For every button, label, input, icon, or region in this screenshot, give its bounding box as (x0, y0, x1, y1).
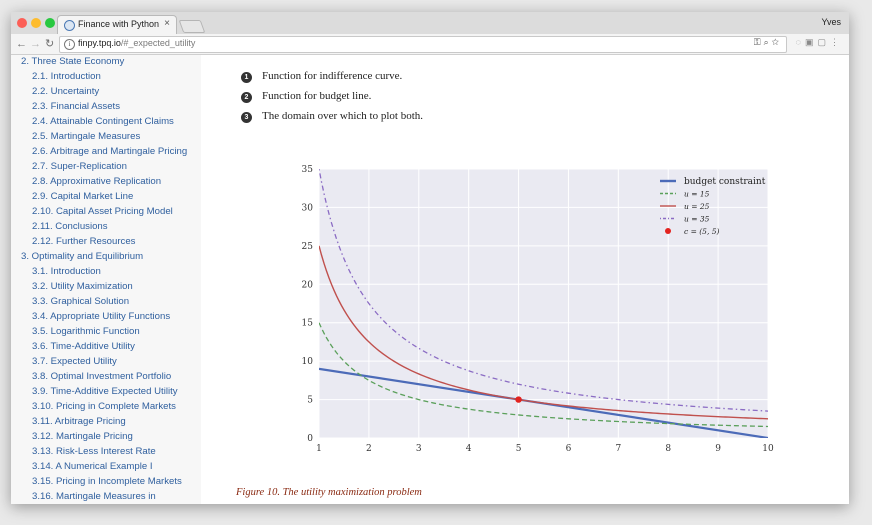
toc-link[interactable]: 3.5. Logarithmic Function (32, 326, 140, 337)
y-tick-label: 20 (302, 280, 314, 290)
toc-link[interactable]: 2.6. Arbitrage and Martingale Pricing (32, 146, 188, 157)
legend-swatch (665, 228, 671, 234)
tab-bar: Finance with Python × Yves (11, 12, 849, 35)
figure-caption: Figure 10. The utility maximization prob… (236, 487, 422, 498)
omnibox-actions: ⚿⌕☆ (754, 37, 782, 48)
toc-link[interactable]: 3.3. Graphical Solution (32, 296, 130, 307)
toc-link[interactable]: 3.4. Appropriate Utility Functions (32, 311, 171, 322)
optimum-point (515, 396, 522, 403)
tab-active[interactable]: Finance with Python × (57, 15, 177, 35)
callout-number: 3 (241, 112, 252, 123)
profile-name[interactable]: Yves (821, 17, 841, 27)
forward-arrow-icon[interactable]: → (30, 38, 41, 50)
x-tick-label: 4 (466, 444, 472, 454)
callout-number: 1 (241, 72, 252, 83)
x-tick-label: 1 (316, 444, 322, 454)
toc-link[interactable]: 3.2. Utility Maximization (32, 281, 133, 292)
close-window-button[interactable] (17, 18, 27, 28)
toc-link[interactable]: 2.4. Attainable Contingent Claims (32, 116, 174, 127)
reload-icon[interactable]: ↻ (45, 38, 55, 50)
toc-link[interactable]: 3. Optimality and Equilibrium (21, 251, 144, 262)
minimize-window-button[interactable] (31, 18, 41, 28)
y-tick-label: 5 (307, 396, 313, 406)
y-tick-label: 30 (302, 203, 314, 213)
url-path: /#_expected_utility (120, 38, 196, 48)
y-tick-label: 15 (302, 319, 314, 329)
y-tick-label: 35 (302, 165, 314, 175)
toc-link[interactable]: 2.11. Conclusions (32, 221, 108, 232)
browser-toolbar: ← → ↻ i finpy.tpq.io/#_expected_utility … (11, 34, 849, 55)
toc-link[interactable]: 3.15. Pricing in Incomplete Markets (32, 476, 182, 487)
toc-link[interactable]: 3.10. Pricing in Complete Markets (32, 401, 176, 412)
toc-link[interactable]: 3.7. Expected Utility (32, 356, 117, 367)
callout-text: Function for indifference curve. (262, 70, 403, 82)
back-arrow-icon[interactable]: ← (16, 38, 27, 50)
callout-number: 2 (241, 92, 252, 103)
zoom-icon[interactable]: ⌕ (763, 37, 772, 47)
legend-label: c = (5, 5) (684, 227, 719, 236)
x-tick-label: 5 (516, 444, 522, 454)
tab-close-icon[interactable]: × (164, 18, 170, 29)
toc-link[interactable]: 2.9. Capital Market Line (32, 191, 134, 202)
legend-label: budget constraint (684, 177, 766, 187)
extension-icon[interactable]: ▢ (817, 37, 830, 47)
address-bar[interactable]: i finpy.tpq.io/#_expected_utility ⚿⌕☆ (59, 36, 787, 53)
url-host: finpy.tpq.io (78, 38, 121, 48)
toc-link[interactable]: 3.16. Martingale Measures in (32, 491, 156, 502)
legend-label: u = 15 (684, 190, 710, 199)
toc-link[interactable]: 2.2. Uncertainty (32, 86, 100, 97)
series-line (319, 245, 768, 420)
toc-link[interactable]: 3.8. Optimal Investment Portfolio (32, 371, 172, 382)
toc-link[interactable]: 3.9. Time-Additive Expected Utility (32, 386, 178, 397)
extension-icon[interactable]: ▣ (804, 37, 818, 47)
info-icon[interactable]: i (64, 39, 75, 50)
legend-label: u = 35 (684, 215, 710, 224)
toc-link[interactable]: 3.1. Introduction (32, 266, 101, 277)
series-line (319, 169, 768, 412)
series-line (319, 322, 768, 428)
toc-sidebar: 2. Three State Economy 2.1. Introduction 2… (11, 55, 201, 504)
extension-icons: ◌▣▢⋮ (796, 37, 843, 48)
toc-link[interactable]: 2.1. Introduction (32, 71, 101, 82)
extension-icon[interactable]: ◌ (795, 37, 805, 47)
toc-link[interactable]: 2.8. Approximative Replication (32, 176, 162, 187)
toc-link[interactable]: 2. Three State Economy (21, 56, 125, 67)
key-icon[interactable]: ⚿ (753, 37, 764, 47)
toc-link[interactable]: 2.12. Further Resources (32, 236, 136, 247)
main-content: 1 Function for indifference curve. 2 Fun… (201, 55, 849, 504)
toc-link[interactable]: 2.10. Capital Asset Pricing Model (32, 206, 173, 217)
bookmark-star-icon[interactable]: ☆ (771, 37, 782, 47)
toc-link[interactable]: 2.7. Super-Replication (32, 161, 127, 172)
y-tick-label: 25 (302, 242, 314, 252)
browser-window: Finance with Python × Yves ← → ↻ i finpy… (11, 12, 849, 504)
y-tick-label: 0 (307, 434, 313, 444)
toc-link[interactable]: 3.14. A Numerical Example I (32, 461, 153, 472)
x-tick-label: 6 (566, 444, 572, 454)
toc-link[interactable]: 3.11. Arbitrage Pricing (32, 416, 126, 427)
toc-link[interactable]: 3.6. Time-Additive Utility (32, 341, 135, 352)
x-tick-label: 7 (615, 444, 621, 454)
callout-text: Function for budget line. (262, 90, 372, 102)
y-tick-label: 10 (302, 357, 314, 367)
callout-text: The domain over which to plot both. (262, 110, 423, 122)
x-tick-label: 2 (366, 444, 372, 454)
toc-link[interactable]: 2.3. Financial Assets (32, 101, 120, 112)
favicon-icon (64, 20, 75, 31)
menu-kebab-icon[interactable]: ⋮ (830, 37, 843, 47)
x-tick-label: 8 (665, 444, 671, 454)
x-tick-label: 3 (416, 444, 422, 454)
new-tab-button[interactable] (178, 20, 206, 33)
toc-link[interactable]: 3.13. Risk-Less Interest Rate (32, 446, 156, 457)
toc-link[interactable]: 3.12. Martingale Pricing (32, 431, 133, 442)
plot-area (319, 169, 768, 438)
x-tick-label: 9 (715, 444, 721, 454)
x-tick-label: 10 (762, 444, 774, 454)
toc-link[interactable]: 2.5. Martingale Measures (32, 131, 141, 142)
zoom-window-button[interactable] (45, 18, 55, 28)
url-text[interactable]: finpy.tpq.io/#_expected_utility (78, 38, 195, 48)
tab-title: Finance with Python (78, 19, 160, 29)
legend-label: u = 25 (684, 202, 710, 211)
utility-chart: 1 2 3 4 5 6 7 8 9 10 0 5 10 15 20 25 30 35 budget constrai… (302, 165, 774, 454)
